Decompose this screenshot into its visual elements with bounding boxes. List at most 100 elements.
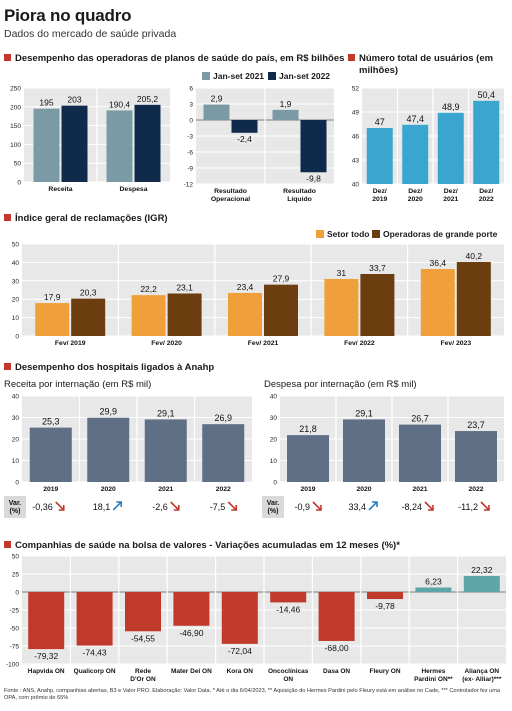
footnote: Fonte : ANS, Anahp, companhias abertas, … [4, 688, 501, 701]
x-tick-label: 2021 [158, 486, 173, 493]
section-marker-icon [4, 214, 11, 221]
section-marker-icon [348, 54, 355, 61]
bar [35, 303, 70, 336]
var-label: Var. [267, 500, 280, 507]
receita-internacao-title: Receita por internação (em R$ mil) [4, 379, 152, 390]
y-tick-label: -50 [10, 626, 20, 633]
bar [300, 120, 327, 173]
bar [420, 269, 455, 336]
x-tick-label: D'Or ON [130, 676, 156, 683]
y-tick-label: 10 [12, 315, 20, 322]
bar [318, 592, 355, 641]
bar [367, 592, 403, 600]
x-tick-label: 2021 [412, 486, 427, 493]
x-tick-label: Rede [135, 668, 151, 675]
y-tick-label: 10 [12, 458, 20, 465]
data-label: -68,00 [325, 643, 349, 653]
legend-2022: Jan-set 2022 [268, 71, 330, 81]
bar [360, 273, 395, 336]
bar [28, 592, 65, 650]
x-tick-label: Resultado [283, 188, 316, 195]
bar [402, 124, 429, 184]
bar [463, 575, 500, 592]
y-tick-label: 0 [273, 480, 277, 487]
section-usuarios-label: Número total de usuários (em milhões) [359, 53, 494, 76]
y-tick-label: 52 [352, 86, 360, 93]
data-label: 23,1 [176, 282, 193, 292]
bar [287, 435, 329, 482]
chart-resultados: -12-9-6-30362,9-2,4ResultadoOperacional1… [184, 86, 334, 203]
data-label: 22,2 [140, 284, 157, 294]
data-label: -14,46 [276, 604, 300, 614]
data-label: 48,9 [442, 102, 460, 112]
legend-swatch [268, 72, 276, 80]
x-tick-label: Resultado [214, 188, 247, 195]
chart-usuarios: 40 43 46 49 52 47 Dez/2019 47,4 Dez/2020 48,9 Dez/… [352, 86, 504, 203]
data-label: 203 [67, 95, 81, 105]
var-value: -0,36 [32, 502, 53, 512]
var-label-box [262, 496, 284, 518]
y-tick-label: 46 [352, 134, 360, 141]
page-title: Piora no quadro [4, 6, 132, 25]
x-tick-label: 2022 [468, 486, 483, 493]
y-tick-label: 0 [15, 480, 19, 487]
x-tick-label: Despesa [120, 186, 148, 193]
y-tick-label: 43 [352, 158, 360, 165]
y-tick-label: 3 [189, 102, 193, 109]
data-label: -46,90 [179, 628, 203, 638]
bar [61, 105, 88, 182]
x-tick-label: Hapvida ON [28, 668, 65, 675]
data-label: 22,32 [471, 565, 493, 575]
bar [71, 298, 106, 336]
var-label-box [4, 496, 26, 518]
y-tick-label: 40 [270, 394, 278, 401]
data-label: 47 [375, 117, 385, 127]
chart-receita-despesa: 0 50 100 150 200 250 195 203 Receita 190,4 205,2 De… [10, 86, 170, 193]
x-tick-label: 2021 [443, 196, 458, 203]
y-tick-label: 20 [12, 297, 20, 304]
legend-swatch [372, 230, 380, 238]
y-tick-label: 30 [12, 415, 20, 422]
section-usuarios: Número total de usuários (em milhões) [348, 53, 499, 77]
section-desempenho-label: Desempenho das operadoras de planos de s… [15, 53, 345, 64]
data-label: 27,9 [273, 274, 290, 284]
legend-setor: Setor todo [316, 229, 370, 239]
legend-2021: Jan-set 2021 [202, 71, 264, 81]
x-tick-label: 2020 [101, 486, 116, 493]
bar [87, 417, 130, 482]
y-tick-label: 250 [10, 86, 21, 93]
y-tick-label: 10 [270, 458, 278, 465]
section-bolsa-label: Companhias de saúde na bolsa de valores … [15, 540, 400, 551]
x-tick-label: 2019 [43, 486, 58, 493]
bar [173, 592, 210, 626]
x-tick-label: Dez/ [479, 188, 493, 195]
arrow-down-icon [312, 501, 322, 511]
chart-despesa-internacao: 0 10 20 30 40 21,8 2019 29,1 2020 26,7 2021 23,7 202… [262, 394, 504, 518]
x-tick-label: ON [283, 676, 293, 683]
bar [144, 419, 187, 482]
x-tick-label: 2020 [356, 486, 371, 493]
bar [33, 108, 60, 182]
chart-bolsa: -100 -75 -50 -25 0 25 50 -79,32 Hapvida ON -74,43… [6, 554, 506, 683]
bar [272, 109, 299, 120]
data-label: -54,55 [131, 633, 155, 643]
bar [415, 587, 452, 592]
x-tick-label: Mater Dei ON [171, 668, 212, 675]
data-label: -9,78 [375, 601, 395, 611]
bar [399, 424, 441, 482]
x-tick-label: 2022 [479, 196, 494, 203]
x-tick-label: 2019 [372, 196, 387, 203]
bar [264, 284, 298, 336]
y-tick-label: 0 [15, 334, 19, 341]
data-label: 21,8 [299, 424, 317, 434]
y-tick-label: 30 [270, 415, 278, 422]
data-label: 195 [39, 98, 53, 108]
x-tick-label: Fleury ON [369, 668, 400, 675]
arrow-down-icon [227, 501, 238, 511]
section-marker-icon [4, 363, 11, 370]
bar [456, 262, 491, 336]
data-label: 205,2 [137, 94, 159, 104]
legend-2021-label: Jan-set 2021 [213, 71, 265, 81]
legend-swatch [316, 230, 324, 238]
legend-swatch [202, 72, 210, 80]
